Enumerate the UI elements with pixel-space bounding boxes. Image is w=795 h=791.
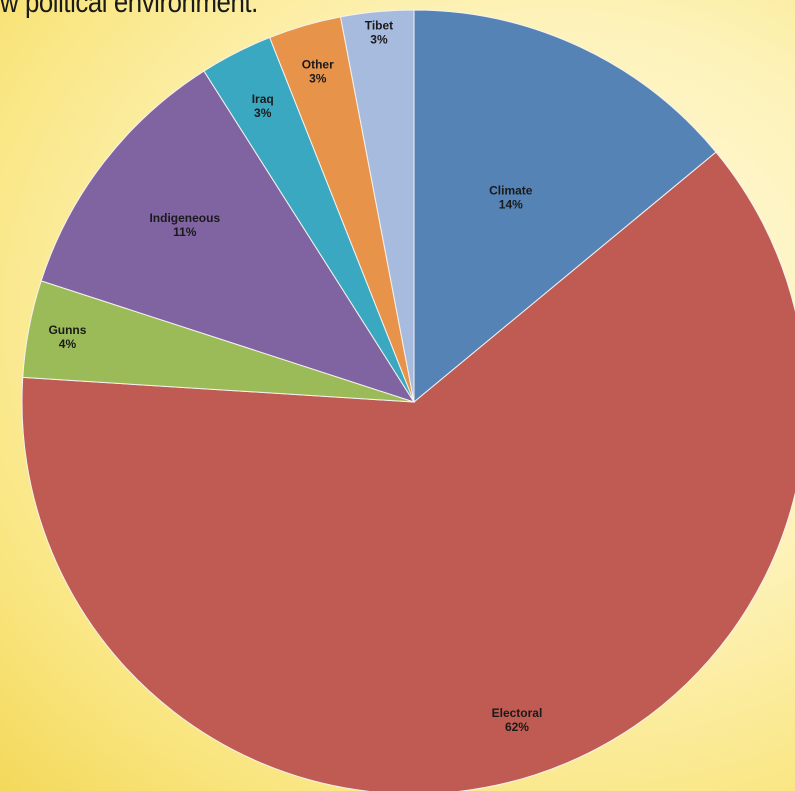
slice-label-other: Other	[302, 58, 334, 72]
pie-slice-tibet	[339, 9, 415, 403]
caption-text: w political environment.	[0, 0, 258, 19]
pie-slice-electoral	[21, 151, 795, 791]
slice-label-climate: Climate	[489, 183, 533, 197]
slice-percent-gunns: 4%	[59, 337, 77, 351]
slice-label-gunns: Gunns	[48, 323, 86, 337]
pie-slice-indigeneous	[40, 70, 416, 403]
slice-label-indigeneous: Indigeneous	[149, 211, 220, 225]
slice-percent-indigeneous: 11%	[173, 225, 197, 239]
slice-percent-tibet: 3%	[370, 32, 388, 46]
pie-slice-climate	[413, 9, 717, 404]
slice-percent-other: 3%	[309, 72, 327, 86]
slice-percent-climate: 14%	[499, 197, 523, 211]
slice-percent-electoral: 62%	[505, 720, 529, 734]
pie-slices	[21, 9, 795, 791]
slice-label-electoral: Electoral	[492, 706, 543, 720]
slice-label-tibet: Tibet	[365, 18, 393, 32]
slice-label-iraq: Iraq	[252, 92, 274, 106]
slice-percent-iraq: 3%	[254, 106, 272, 120]
